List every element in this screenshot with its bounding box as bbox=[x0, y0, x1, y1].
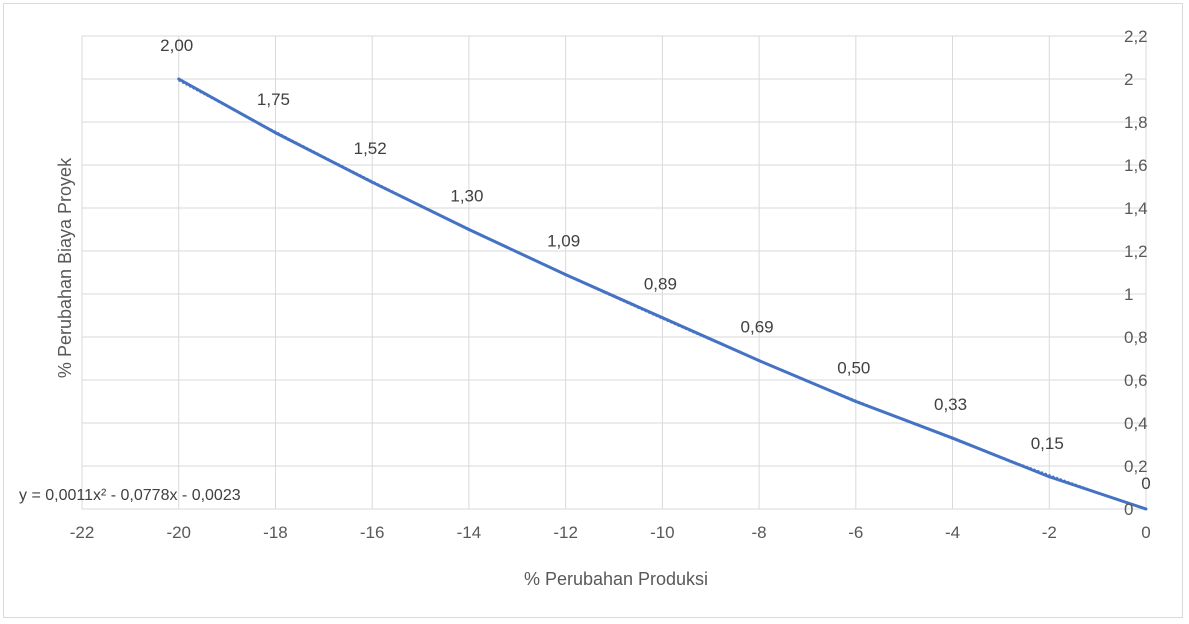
x-tick-label: -10 bbox=[650, 523, 675, 542]
data-label: 1,30 bbox=[450, 187, 483, 206]
data-point bbox=[660, 316, 664, 320]
y-tick-label: 1,6 bbox=[1124, 156, 1148, 175]
y-tick-label: 2 bbox=[1124, 70, 1133, 89]
data-label: 1,09 bbox=[547, 232, 580, 251]
x-tick-label: -2 bbox=[1042, 523, 1057, 542]
data-labels: 2,00 1,75 1,52 1,30 1,09 0,89 0,69 0,50 0,33 0,15… bbox=[160, 36, 1151, 493]
y-tick-label: 0,8 bbox=[1124, 328, 1148, 347]
y-tick-label: 0 bbox=[1124, 500, 1133, 519]
x-tick-label: -12 bbox=[553, 523, 578, 542]
chart-frame: -22 -20 -18 -16 -14 -12 -10 -8 -6 -4 -2 0 0 0,2 0,4 0,… bbox=[3, 3, 1183, 618]
x-tick-label: -16 bbox=[360, 523, 385, 542]
x-tick-label: -6 bbox=[848, 523, 863, 542]
y-tick-label: 0,4 bbox=[1124, 414, 1148, 433]
data-point bbox=[951, 436, 955, 440]
data-point bbox=[177, 77, 181, 81]
data-point bbox=[757, 359, 761, 363]
data-label: 0,50 bbox=[837, 359, 870, 378]
y-tick-label: 1 bbox=[1124, 285, 1133, 304]
data-point bbox=[1144, 507, 1148, 511]
data-point bbox=[1047, 475, 1051, 479]
x-axis-ticks: -22 -20 -18 -16 -14 -12 -10 -8 -6 -4 -2 0 bbox=[70, 523, 1151, 542]
data-label: 2,00 bbox=[160, 36, 193, 55]
gridlines bbox=[81, 35, 1147, 510]
x-tick-label: 0 bbox=[1141, 523, 1150, 542]
data-point bbox=[273, 131, 277, 135]
line-chart: -22 -20 -18 -16 -14 -12 -10 -8 -6 -4 -2 0 00,20,40,… bbox=[19, 27, 1151, 589]
x-tick-label: -22 bbox=[70, 523, 95, 542]
data-label: 1,75 bbox=[257, 90, 290, 109]
data-point bbox=[854, 400, 858, 403]
trendline-equation: y = 0,0011x² - 0,0778x - 0,0023 bbox=[19, 487, 241, 504]
y-axis-title: % Perubahan Biaya Proyek bbox=[55, 157, 75, 378]
data-label: 0,33 bbox=[934, 395, 967, 414]
data-point bbox=[564, 273, 568, 277]
data-point bbox=[370, 180, 374, 184]
x-tick-label: -20 bbox=[166, 523, 191, 542]
x-tick-label: -18 bbox=[263, 523, 288, 542]
y-tick-label: 1,2 bbox=[1124, 242, 1148, 261]
data-point bbox=[467, 228, 471, 231]
x-tick-label: -8 bbox=[752, 523, 767, 542]
data-label: 0 bbox=[1141, 474, 1150, 493]
x-tick-label: -14 bbox=[457, 523, 482, 542]
data-label: 0,69 bbox=[741, 318, 774, 337]
x-axis-title: % Perubahan Produksi bbox=[524, 569, 708, 589]
data-label: 0,15 bbox=[1031, 434, 1064, 453]
data-series bbox=[177, 77, 1148, 511]
y-tick-label: 0,2 bbox=[1124, 457, 1148, 476]
data-label: 1,52 bbox=[354, 139, 387, 158]
y-axis-ticks: 00,20,40,60,811,21,41,61,822,2 bbox=[1124, 27, 1148, 519]
x-tick-label: -4 bbox=[945, 523, 960, 542]
y-tick-label: 1,8 bbox=[1124, 113, 1148, 132]
data-label: 0,89 bbox=[644, 275, 677, 294]
y-tick-label: 2,2 bbox=[1124, 27, 1148, 46]
y-tick-label: 1,4 bbox=[1124, 199, 1148, 218]
y-tick-label: 0,6 bbox=[1124, 371, 1148, 390]
